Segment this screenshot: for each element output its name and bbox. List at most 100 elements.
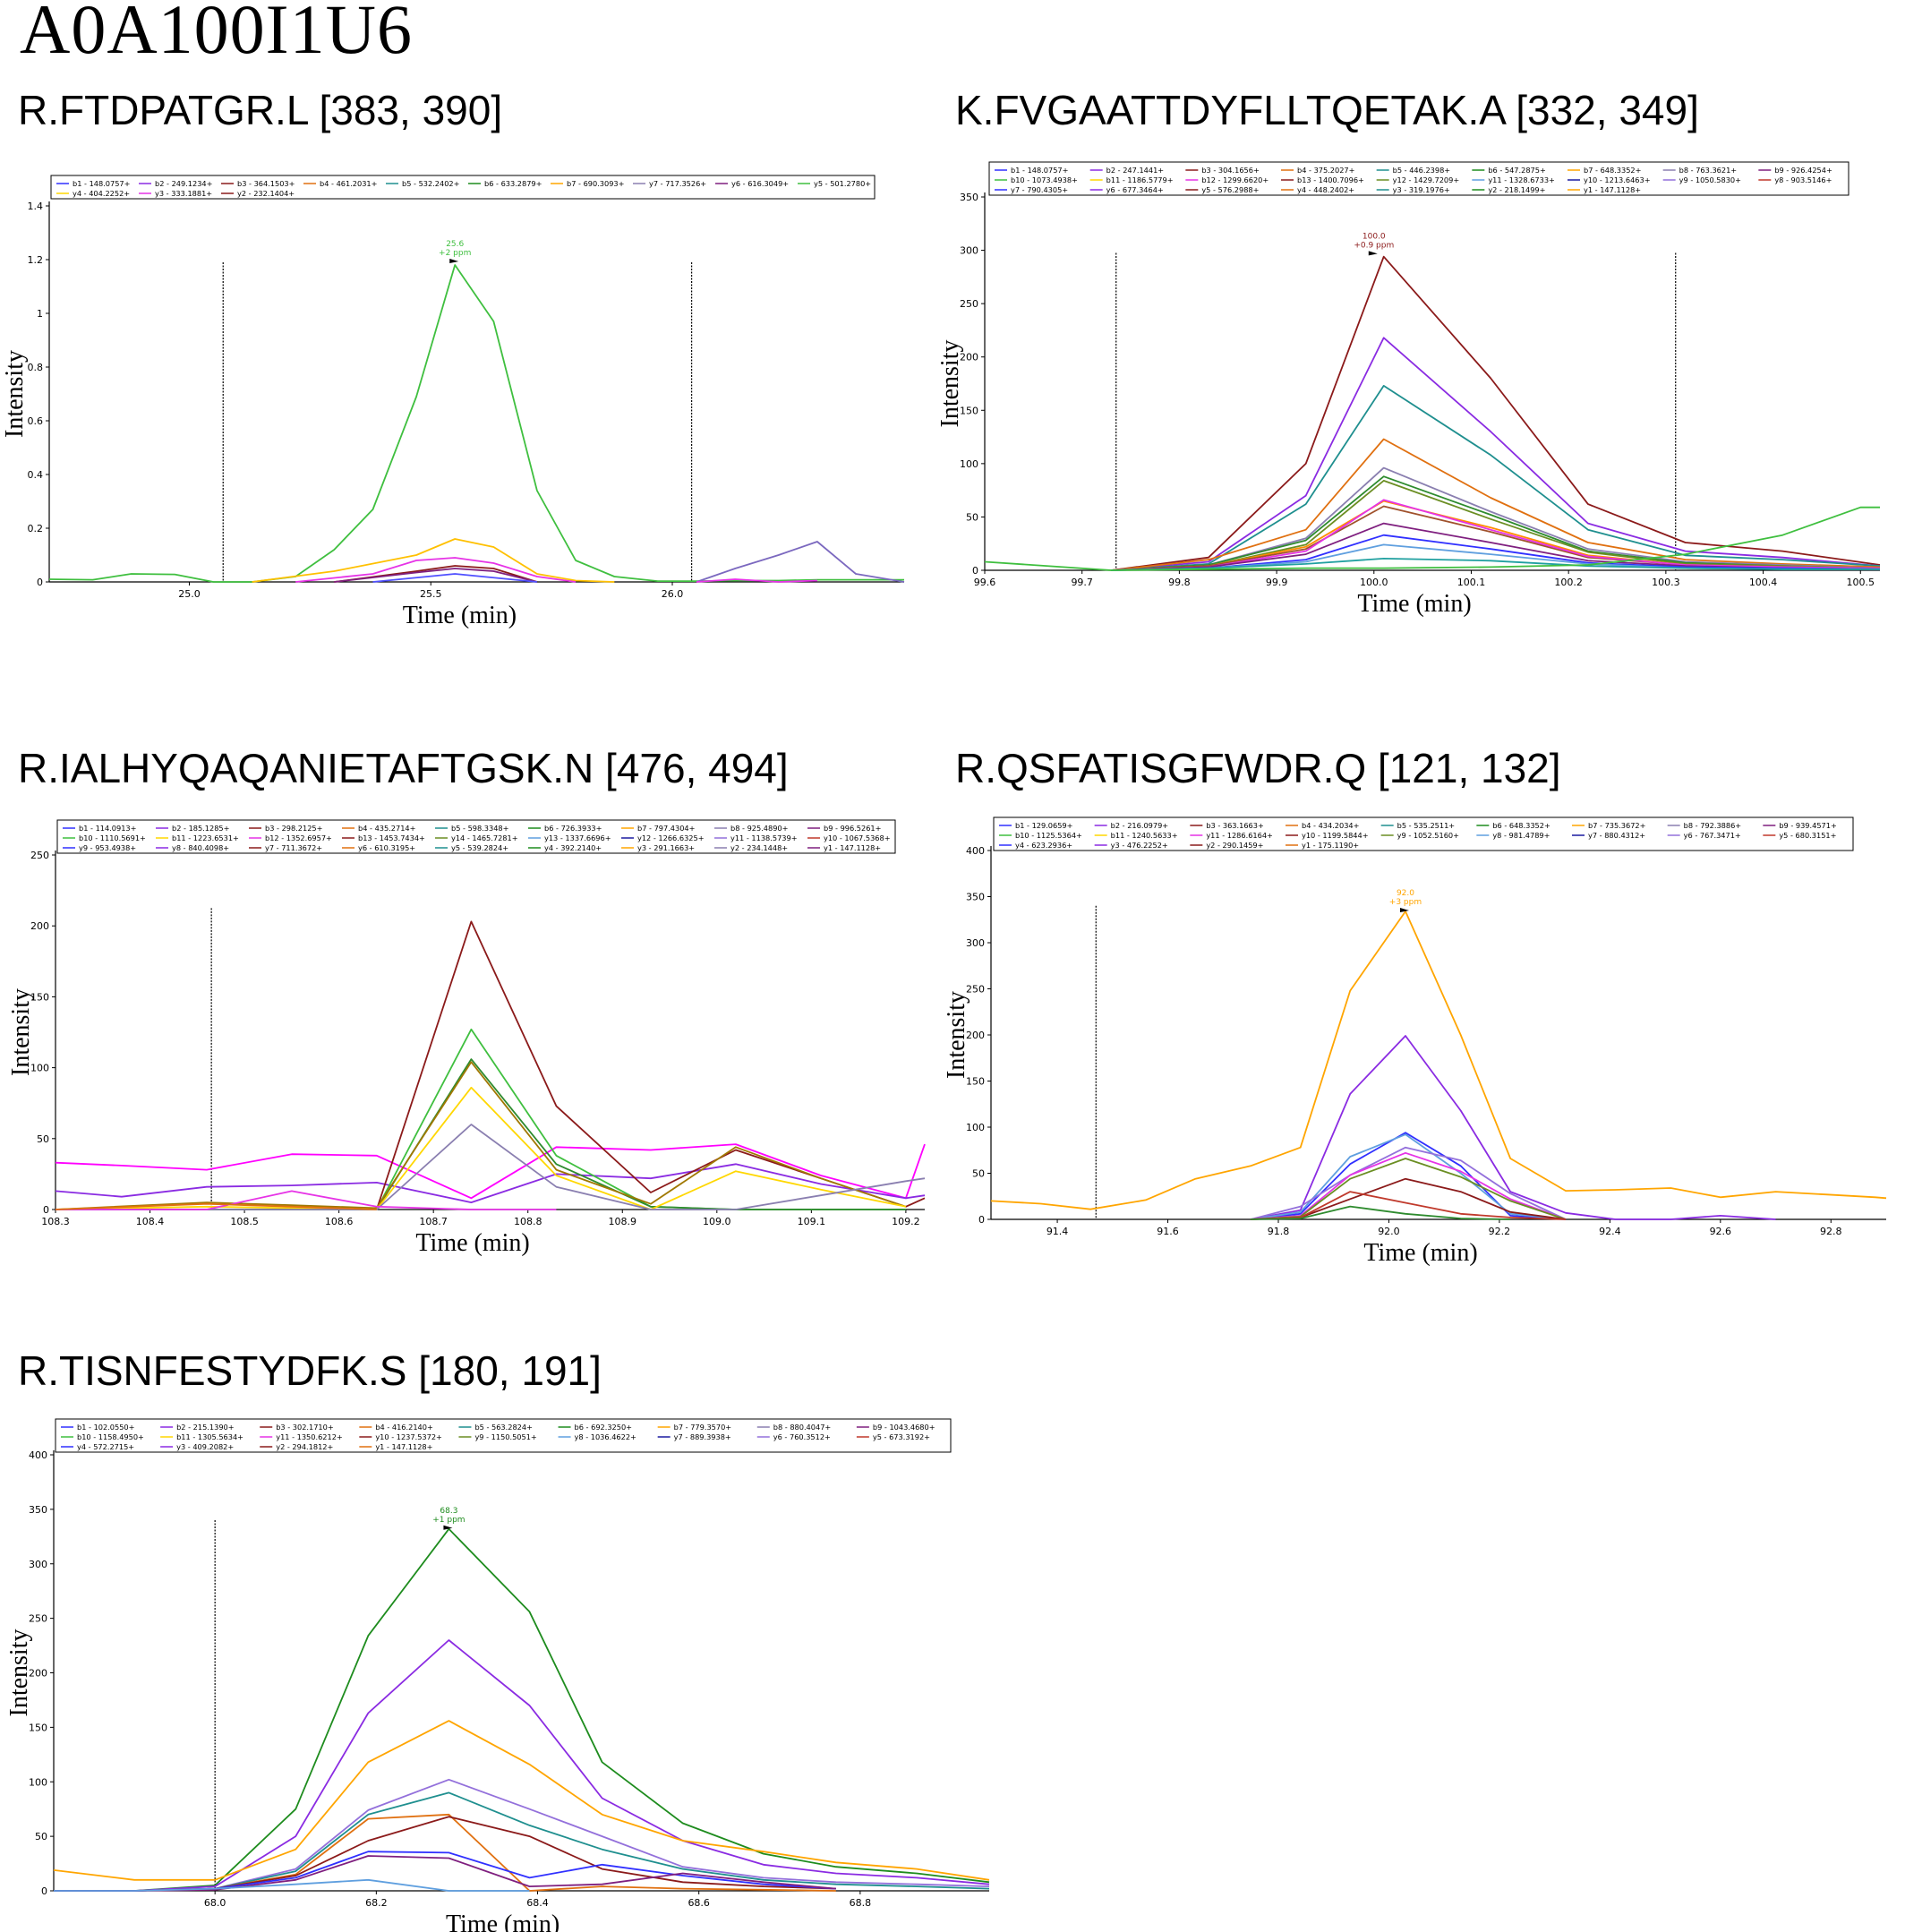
chart3-y-tick-label: 50 <box>37 1133 49 1145</box>
chart1-legend-entry: y7 - 717.3526+ <box>649 179 706 188</box>
chart5-apex-rt-label: 68.3 <box>440 1507 457 1516</box>
chart3-series-line <box>56 1190 557 1210</box>
chart1-apex-rt-label: 25.6 <box>446 240 464 249</box>
chart1-legend-entry: b5 - 532.2402+ <box>402 179 460 188</box>
chart2-y-tick-label: 150 <box>960 405 978 416</box>
chart1-legend-entry: b7 - 690.3093+ <box>567 179 625 188</box>
chart3-legend-entry: y6 - 610.3195+ <box>358 843 415 852</box>
chart1-legend-entry: y4 - 404.2252+ <box>73 189 130 198</box>
xic-chart-1: b1 - 148.0757+ b2 - 249.1234+ b3 - 364.150… <box>1 175 905 629</box>
chart3-legend-entry: y13 - 1337.6696+ <box>544 833 611 842</box>
chart4-x-tick-label: 91.6 <box>1157 1226 1179 1237</box>
chart2-y-tick-label: 250 <box>960 298 978 310</box>
chart5-series-line <box>53 1720 990 1881</box>
chart2-legend-entry: b12 - 1299.6620+ <box>1201 175 1269 184</box>
chart4-x-tick-label: 92.4 <box>1599 1226 1621 1237</box>
protein-accession: A0A100I1U6 <box>20 0 413 68</box>
chart3-x-tick-label: 108.3 <box>41 1216 70 1227</box>
chart1-y-tick-label: 0 <box>37 577 43 588</box>
chart2-series-line <box>1111 255 1881 571</box>
chart2-legend-entry: y9 - 1050.5830+ <box>1679 175 1741 184</box>
chart5-x-tick-label: 68.8 <box>850 1897 872 1909</box>
chart5-legend-entry: y10 - 1237.5372+ <box>375 1432 442 1441</box>
chart3-y-tick-label: 0 <box>43 1204 49 1216</box>
chart5-y-tick-label: 100 <box>29 1776 47 1788</box>
chart1-x-tick-label: 26.0 <box>662 588 684 600</box>
chart-title-1: R.FTDPATGR.L [383, 390] <box>18 87 503 133</box>
chart3-legend-entry: b8 - 925.4890+ <box>730 824 789 833</box>
chart4-apex-marker <box>1399 907 1409 912</box>
chart3-legend-entry: y4 - 392.2140+ <box>544 843 602 852</box>
chart5-series-line <box>54 1527 990 1892</box>
chart3-legend-entry: b6 - 726.3933+ <box>544 824 602 833</box>
chart4-x-tick-label: 92.6 <box>1710 1226 1732 1237</box>
chart4-x-tick-label: 92.2 <box>1489 1226 1511 1237</box>
chart3-legend-entry: b13 - 1453.7434+ <box>358 833 425 842</box>
chart4-y-tick-label: 150 <box>966 1076 985 1088</box>
chart5-legend-entry: y5 - 673.3192+ <box>873 1432 930 1441</box>
chart3-legend-box <box>56 819 896 854</box>
chart3-series-line <box>55 1086 907 1210</box>
chart1-y-tick-label: 1 <box>37 308 43 320</box>
chart5-y-tick-label: 50 <box>35 1831 47 1842</box>
chart4-apex-rt-label: 92.0 <box>1397 889 1414 898</box>
chart4-series-line <box>1251 1191 1567 1220</box>
chart2-legend-entry: b2 - 247.1441+ <box>1106 166 1165 175</box>
chart5-legend-entry: b3 - 302.1710+ <box>276 1423 334 1432</box>
chart3-y-tick-label: 250 <box>30 850 49 861</box>
chart2-legend-entry: y5 - 576.2988+ <box>1201 185 1259 194</box>
chart4-y-tick-label: 250 <box>966 984 985 996</box>
chart4-legend-entry: b2 - 216.0979+ <box>1111 821 1169 830</box>
chart5-legend-entry: y9 - 1150.5051+ <box>474 1432 536 1441</box>
chart5-legend-entry: b9 - 1043.4680+ <box>873 1423 935 1432</box>
chart5-legend-entry: b6 - 692.3250+ <box>575 1423 633 1432</box>
chart2-series-line <box>1111 438 1881 571</box>
xic-chart-5: b1 - 102.0550+ b2 - 215.1390+ b3 - 302.171… <box>5 1418 990 1932</box>
chart3-legend-entry: y9 - 953.4938+ <box>79 843 136 852</box>
chart4-legend-box <box>993 816 1854 851</box>
chart1-series-line <box>48 264 904 583</box>
chart4-x-tick-label: 91.8 <box>1268 1226 1290 1237</box>
chart1-x-tick-label: 25.0 <box>178 588 201 600</box>
chart1-y-tick-label: 1.4 <box>28 201 44 212</box>
chart2-legend-entry: y11 - 1328.6733+ <box>1488 175 1555 184</box>
chart5-apex-ppm-label: +1 ppm <box>432 1516 465 1525</box>
chart4-series-line <box>1251 1132 1567 1220</box>
chart2-apex-ppm-label: +0.9 ppm <box>1354 241 1394 250</box>
chart3-legend-entry: b2 - 185.1285+ <box>172 824 230 833</box>
chart3-x-tick-label: 108.5 <box>230 1216 259 1227</box>
chart5-legend-entry: y2 - 294.1812+ <box>276 1442 333 1451</box>
chart5-x-tick-label: 68.2 <box>365 1897 388 1909</box>
chart5-x-axis-label: Time (min) <box>446 1911 560 1932</box>
chart4-legend-entry: b4 - 434.2034+ <box>1302 821 1360 830</box>
chart2-legend-entry: y3 - 319.1976+ <box>1393 185 1450 194</box>
chart3-legend-entry: b12 - 1352.6957+ <box>265 833 332 842</box>
chart1-legend-entry: b1 - 148.0757+ <box>73 179 131 188</box>
xic-chart-4: b1 - 129.0659+ b2 - 216.0979+ b3 - 363.166… <box>943 816 1887 1267</box>
chart2-legend-entry: b8 - 763.3621+ <box>1679 166 1738 175</box>
chart3-legend-entry: b1 - 114.0913+ <box>79 824 137 833</box>
chart5-series-line <box>54 1791 990 1892</box>
chart3-legend-entry: b4 - 435.2714+ <box>358 824 416 833</box>
chart4-legend-entry: b11 - 1240.5633+ <box>1111 831 1178 840</box>
chart5-legend-entry: y1 - 147.1128+ <box>375 1442 432 1451</box>
chart2-legend-entry: b6 - 547.2875+ <box>1488 166 1546 175</box>
chart1-series-line <box>696 578 817 583</box>
chart1-y-axis-label: Intensity <box>1 350 29 438</box>
chart3-legend-entry: b11 - 1223.6531+ <box>172 833 239 842</box>
chart-title-5: R.TISNFESTYDFK.S [180, 191] <box>18 1347 602 1394</box>
chart5-x-tick-label: 68.0 <box>204 1897 226 1909</box>
chart2-apex-marker <box>1368 251 1378 256</box>
chart2-legend-entry: y12 - 1429.7209+ <box>1393 175 1460 184</box>
chart3-y-axis-label: Intensity <box>7 988 35 1076</box>
chart4-y-tick-label: 400 <box>966 845 985 857</box>
chart3-series-line <box>55 1143 926 1200</box>
chart3-legend-entry: b5 - 598.3348+ <box>451 824 509 833</box>
chart4-legend-entry: y6 - 767.3471+ <box>1684 831 1741 840</box>
chart1-x-axis-label: Time (min) <box>403 602 517 629</box>
chart3-series-line <box>55 1202 377 1210</box>
chart-title-3: R.IALHYQAQANIETAFTGSK.N [476, 494] <box>18 745 789 791</box>
chart4-legend-entry: b8 - 792.3886+ <box>1684 821 1742 830</box>
chart4-legend-entry: b1 - 129.0659+ <box>1015 821 1073 830</box>
chart1-series-line <box>696 541 905 583</box>
